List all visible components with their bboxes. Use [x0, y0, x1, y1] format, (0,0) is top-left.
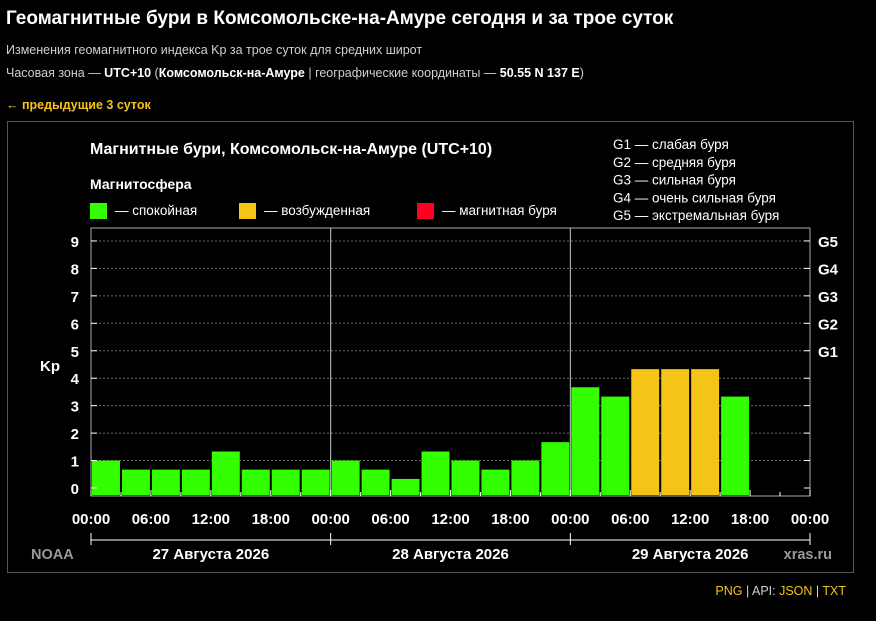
g-level-label-g2: G2 — [818, 316, 838, 333]
tz-prefix: Часовая зона — — [6, 66, 105, 80]
coords-value: 50.55 N 137 E — [499, 66, 580, 80]
tz-open: ( — [151, 66, 159, 80]
kp-bar-10 — [391, 478, 420, 495]
y-tick-label: 9 — [71, 234, 79, 251]
y-axis-label: Kp — [40, 358, 60, 375]
source-xras: xras.ru — [784, 547, 832, 563]
kp-bar-12 — [451, 460, 480, 495]
png-link[interactable]: PNG — [715, 584, 743, 598]
kp-bar-1 — [121, 469, 150, 495]
kp-bar-15 — [541, 442, 570, 495]
chart-frame: Магнитные бури, Комсомольск-на-Амуре (UT… — [7, 121, 854, 573]
x-tick-label: 12:00 — [671, 511, 709, 528]
previous-3-days-link[interactable]: ← предыдущие 3 суток — [6, 98, 151, 112]
city-name: Комсомольск-на-Амуре — [158, 66, 305, 80]
y-tick-label: 0 — [71, 481, 79, 498]
legend-label-0: — спокойная — [115, 203, 197, 218]
timezone-line: Часовая зона — UTC+10 (Комсомольск-на-Ам… — [6, 66, 584, 80]
y-tick-label: 3 — [71, 399, 79, 416]
txt-link[interactable]: TXT — [822, 584, 846, 598]
json-link[interactable]: JSON — [779, 584, 813, 598]
kp-bar-17 — [601, 396, 630, 495]
y-tick-label: 5 — [71, 344, 79, 361]
y-tick-label: 2 — [71, 426, 79, 443]
g-legend-item-2: G3 — сильная буря — [613, 173, 736, 188]
page-title: Геомагнитные бури в Комсомольске-на-Амур… — [6, 8, 674, 29]
page-subtitle: Изменения геомагнитного индекса Kp за тр… — [6, 43, 423, 57]
day-label: 29 Августа 2026 — [632, 546, 749, 563]
g-legend-item-0: G1 — слабая буря — [613, 137, 729, 152]
x-tick-label: 06:00 — [371, 511, 409, 528]
api-label: API: — [751, 584, 780, 598]
y-tick-label: 1 — [71, 454, 79, 471]
legend-swatch-2 — [417, 203, 434, 219]
footer-links: PNG | API: JSON | TXT — [715, 584, 846, 598]
x-tick-label: 00:00 — [791, 511, 829, 528]
kp-bar-16 — [571, 387, 600, 495]
g-level-label-g3: G3 — [818, 289, 838, 306]
kp-bar-20 — [691, 369, 720, 495]
g-legend-item-4: G5 — экстремальная буря — [613, 208, 779, 223]
x-tick-label: 12:00 — [192, 511, 230, 528]
kp-bar-6 — [271, 469, 300, 495]
kp-bar-11 — [421, 451, 450, 495]
x-tick-label: 18:00 — [252, 511, 290, 528]
x-tick-label: 18:00 — [731, 511, 769, 528]
kp-bar-18 — [631, 369, 660, 495]
kp-bar-0 — [92, 460, 120, 495]
kp-bar-2 — [151, 469, 180, 495]
kp-chart: Магнитные бури, Комсомольск-на-Амуре (UT… — [31, 137, 839, 563]
kp-bar-5 — [241, 469, 270, 495]
kp-bar-14 — [511, 460, 540, 495]
source-noaa: NOAA — [31, 547, 74, 563]
x-tick-label: 12:00 — [431, 511, 469, 528]
x-tick-label: 00:00 — [551, 511, 589, 528]
x-tick-label: 00:00 — [72, 511, 110, 528]
x-tick-label: 18:00 — [491, 511, 529, 528]
y-tick-label: 6 — [71, 316, 79, 333]
day-label: 28 Августа 2026 — [392, 546, 509, 563]
g-level-label-g1: G1 — [818, 344, 838, 361]
x-tick-label: 06:00 — [132, 511, 170, 528]
legend-label-1: — возбужденная — [264, 203, 370, 218]
legend-title: Магнитосфера — [90, 176, 192, 192]
tz-close: ) — [579, 66, 584, 80]
g-legend-item-3: G4 — очень сильная буря — [613, 190, 776, 205]
legend-label-2: — магнитная буря — [442, 203, 557, 218]
kp-bar-13 — [481, 469, 510, 495]
footer-separator: | — [742, 584, 752, 598]
kp-bar-7 — [301, 469, 330, 495]
g-level-label-g5: G5 — [818, 234, 838, 251]
x-tick-label: 00:00 — [311, 511, 349, 528]
g-level-label-g4: G4 — [818, 261, 839, 278]
legend-swatch-1 — [239, 203, 256, 219]
kp-bar-4 — [211, 451, 240, 495]
y-tick-label: 8 — [71, 261, 79, 278]
tz-value: UTC+10 — [104, 66, 152, 80]
kp-bar-21 — [721, 396, 750, 495]
kp-bar-8 — [331, 460, 360, 495]
kp-bar-3 — [181, 469, 210, 495]
y-tick-label: 7 — [71, 289, 79, 306]
coords-prefix: | географические координаты — — [304, 66, 500, 80]
legend-swatch-0 — [90, 203, 107, 219]
day-label: 27 Августа 2026 — [152, 546, 269, 563]
y-tick-label: 4 — [71, 371, 80, 388]
x-tick-label: 06:00 — [611, 511, 649, 528]
footer-separator: | — [812, 584, 823, 598]
kp-bar-9 — [361, 469, 390, 495]
g-legend-item-1: G2 — средняя буря — [613, 155, 736, 170]
chart-title: Магнитные бури, Комсомольск-на-Амуре (UT… — [90, 141, 492, 158]
kp-bar-19 — [661, 369, 690, 495]
